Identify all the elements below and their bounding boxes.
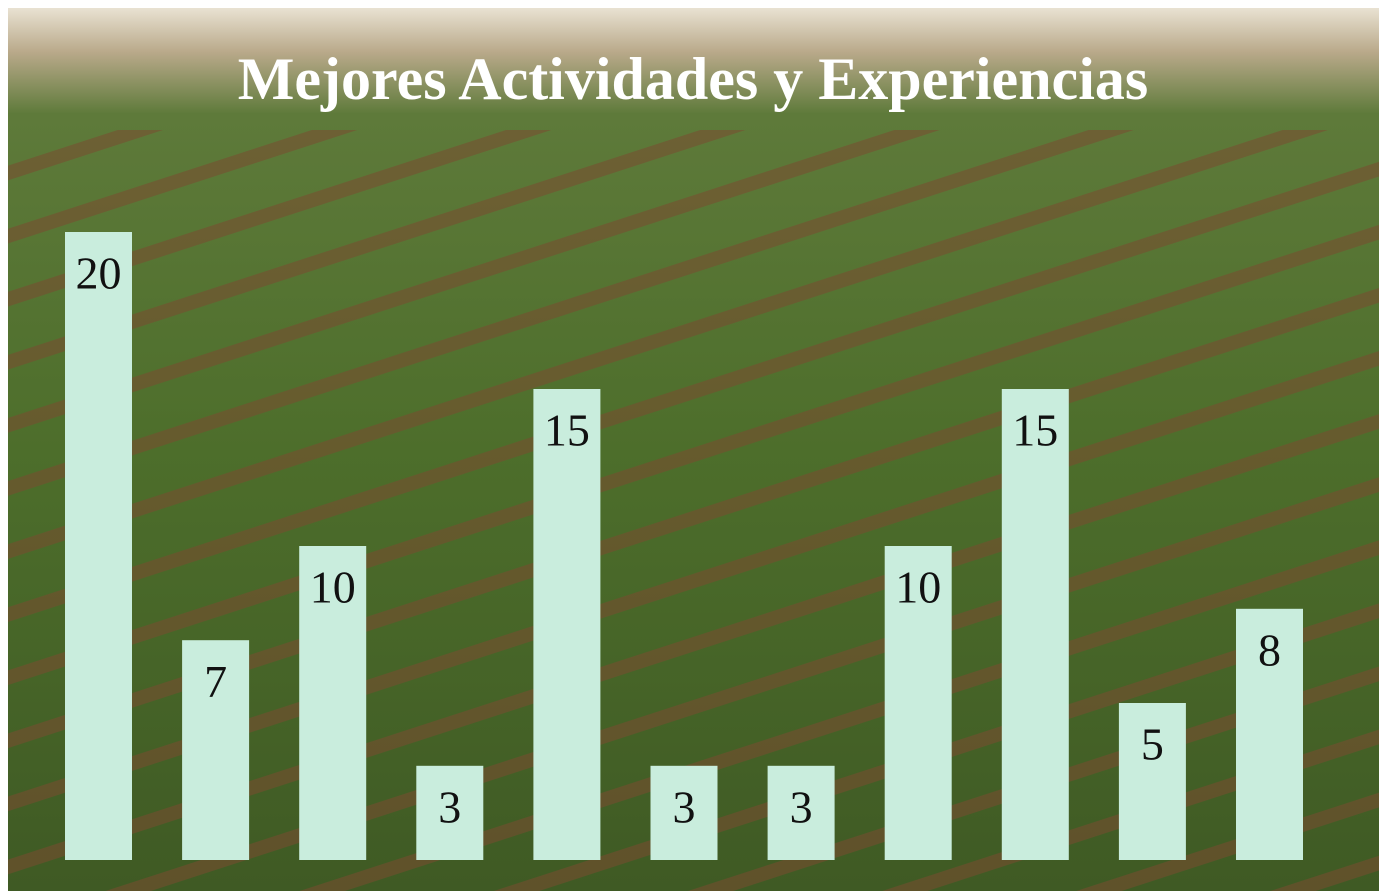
- bar: [1118, 703, 1186, 860]
- bar: [182, 640, 250, 860]
- data-label: 20: [76, 248, 122, 299]
- bar: [884, 546, 952, 860]
- bar: [650, 765, 718, 860]
- data-label: 7: [204, 656, 227, 707]
- bar: [767, 765, 835, 860]
- bar: [299, 546, 367, 860]
- data-label: 3: [790, 781, 813, 832]
- data-label: 3: [438, 781, 461, 832]
- data-label: 10: [310, 562, 356, 613]
- data-label: 10: [895, 562, 941, 613]
- bar: [65, 232, 132, 860]
- bar: [1001, 389, 1069, 860]
- data-label: 5: [1141, 719, 1164, 770]
- bar: [533, 389, 601, 860]
- data-label: 8: [1258, 624, 1281, 675]
- bar: [1236, 608, 1303, 860]
- data-label: 15: [1012, 405, 1058, 456]
- chart-title: Mejores Actividades y Experiencias: [238, 46, 1148, 112]
- data-label: 3: [673, 781, 696, 832]
- data-label: 15: [544, 405, 590, 456]
- bar: [416, 765, 484, 860]
